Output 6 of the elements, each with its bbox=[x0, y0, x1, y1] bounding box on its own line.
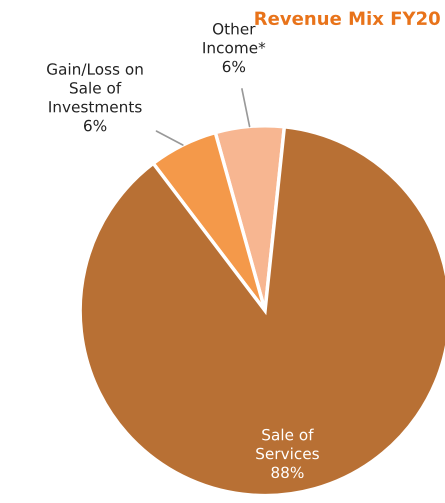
data-label: 6% bbox=[84, 120, 106, 132]
slice-label: Gain/Loss on Sale of Investments bbox=[47, 62, 143, 113]
data-label: 6% bbox=[222, 60, 246, 72]
slice-label: Sale of Services bbox=[256, 428, 319, 460]
chart-title: Revenue Mix FY20 bbox=[255, 11, 440, 26]
data-label: 88% bbox=[271, 466, 304, 478]
